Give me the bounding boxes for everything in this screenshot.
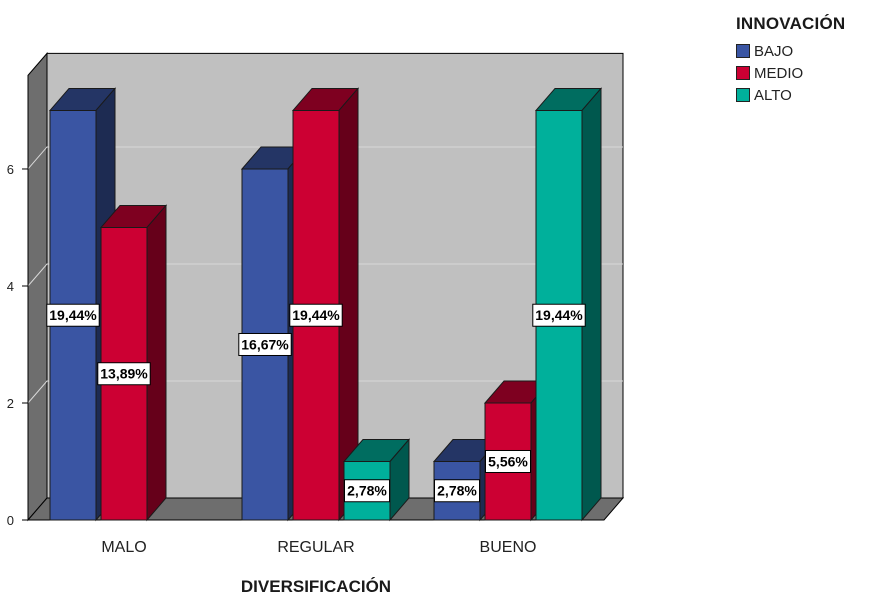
y-tick-label-2: 2 — [7, 396, 14, 411]
bar-regular-alto-label-box — [344, 479, 390, 503]
bar-bueno-alto-side — [581, 87, 602, 522]
bar-regular-alto-label: 2,78% — [347, 483, 387, 499]
bar-regular-bajo-label-box — [238, 332, 292, 356]
gridline-2 — [27, 380, 623, 404]
legend-swatch-bajo — [736, 44, 750, 58]
bar-malo-medio-side — [146, 204, 167, 522]
x-tick-label-malo: MALO — [101, 539, 146, 556]
x-axis-title: DIVERSIFICACIÓN — [241, 577, 391, 595]
gridline-4 — [27, 263, 623, 287]
gridline-6 — [27, 146, 623, 170]
y-tick-label-0: 0 — [7, 513, 14, 528]
y-tick-label-4: 4 — [7, 279, 14, 294]
bar-bueno-medio-label: 5,56% — [488, 453, 528, 469]
bar-bueno-alto-label: 19,44% — [535, 307, 583, 323]
y-tick-label-6: 6 — [7, 162, 14, 177]
bar-bueno-bajo-label-box — [434, 479, 480, 503]
x-tick-label-bueno: BUENO — [480, 539, 537, 556]
legend-label-medio: MEDIO — [754, 64, 804, 82]
bar-malo-bajo-label-box — [46, 303, 100, 327]
bar-malo-medio-label-box — [97, 362, 151, 386]
bar-regular-bajo-label: 16,67% — [241, 336, 289, 352]
legend-label-alto: ALTO — [754, 86, 792, 104]
legend-swatch-alto — [736, 88, 750, 102]
bar-malo-medio-label: 13,89% — [100, 366, 148, 382]
x-tick-label-regular: REGULAR — [277, 539, 354, 556]
bar-regular-medio-label-box — [289, 303, 343, 327]
legend-swatch-medio — [736, 66, 750, 80]
legend-item-bajo: BAJO — [736, 40, 845, 62]
bar-malo-bajo-label: 19,44% — [49, 307, 97, 323]
bar-bueno-bajo-label: 2,78% — [437, 483, 477, 499]
legend-title: INNOVACIÓN — [736, 14, 846, 33]
plot-side-wall — [27, 52, 48, 522]
legend-item-medio: MEDIO — [736, 62, 845, 84]
legend: INNOVACIÓN BAJO MEDIO ALTO — [736, 14, 845, 106]
bar-bueno-medio-label-box — [485, 449, 531, 473]
legend-label-bajo: BAJO — [754, 42, 794, 60]
bar-bueno-alto-label-box — [532, 303, 586, 327]
legend-item-alto: ALTO — [736, 84, 845, 106]
bar-regular-medio-label: 19,44% — [292, 307, 340, 323]
